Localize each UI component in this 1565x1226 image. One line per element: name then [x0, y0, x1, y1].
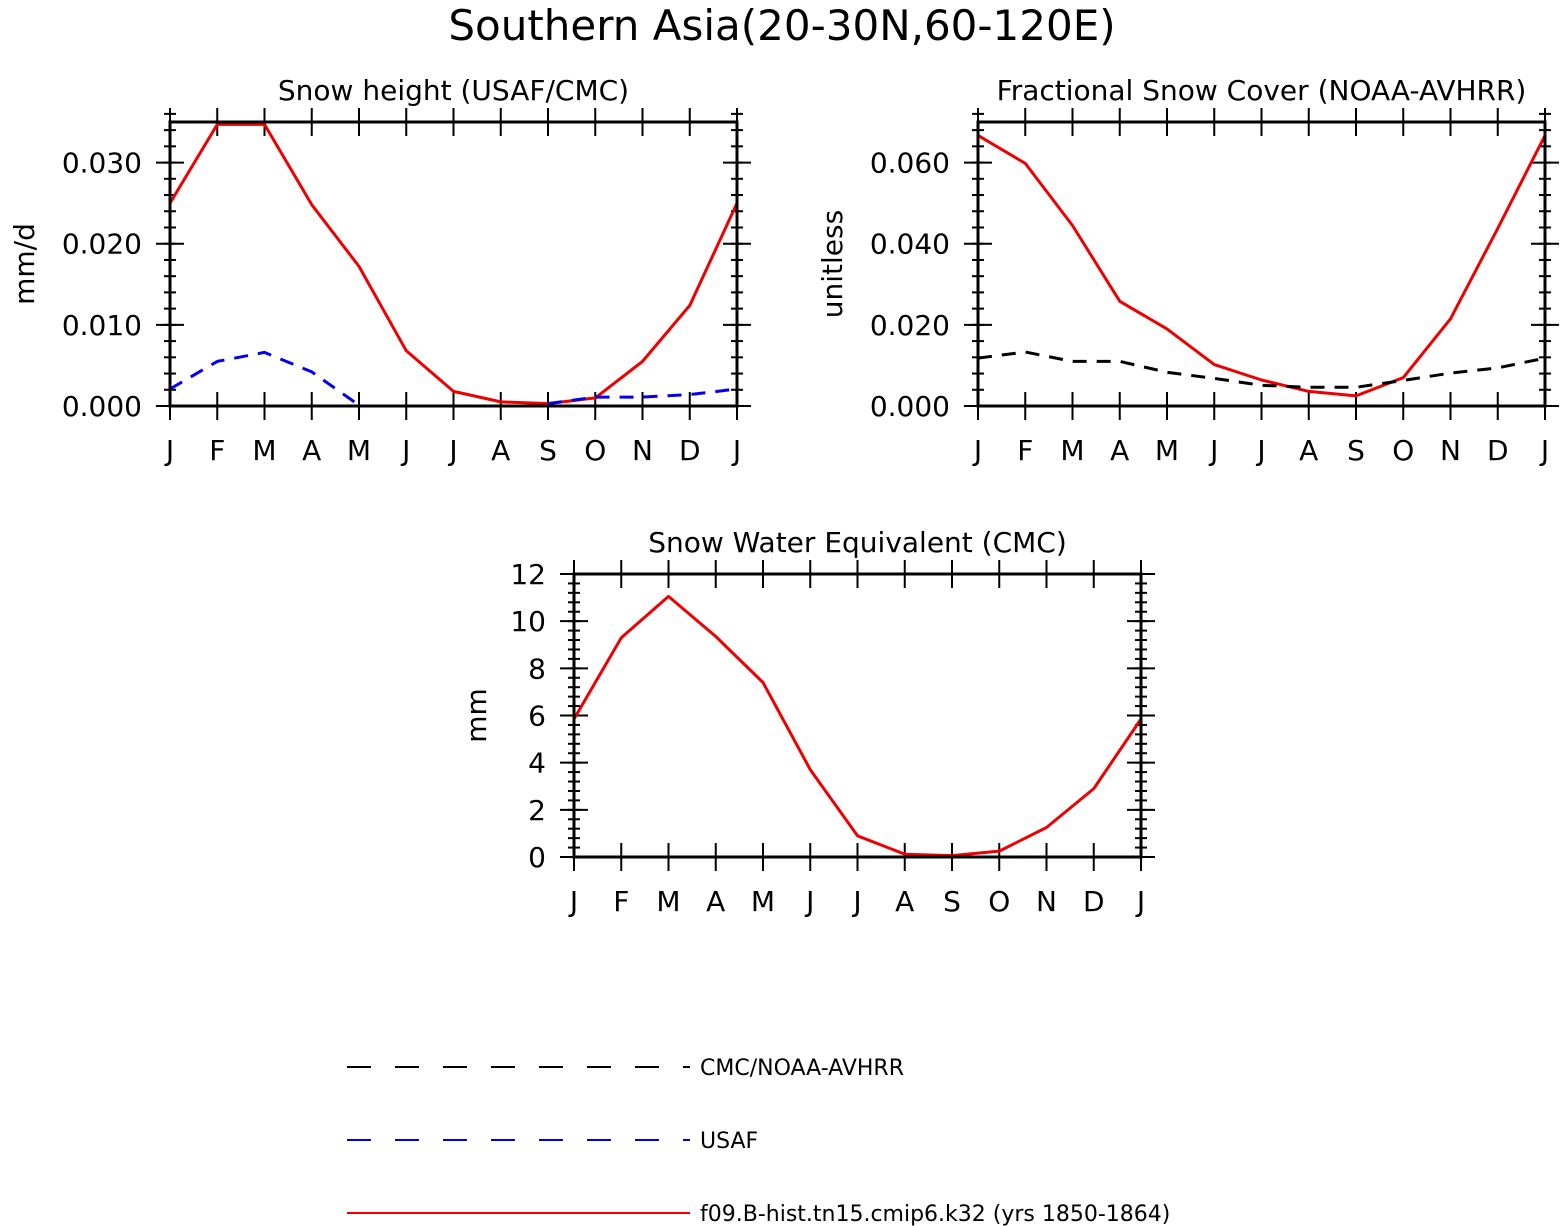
x-tick-label: F [1017, 434, 1033, 467]
x-tick-label: D [1487, 434, 1509, 467]
x-tick-label: M [656, 885, 680, 918]
x-tick-label: J [164, 434, 174, 467]
legend-item: CMC/NOAA-AVHRR [347, 1056, 904, 1081]
y-tick-label: 2 [528, 794, 546, 827]
y-tick-label: 0.030 [62, 147, 142, 180]
tick-marks [560, 560, 1155, 871]
y-tick-label: 8 [528, 652, 546, 685]
x-tick-label: N [1036, 885, 1057, 918]
y-tick-label: 0.020 [870, 309, 950, 342]
x-tick-label: A [895, 885, 914, 918]
y-tick-label: 0.040 [870, 228, 950, 261]
y-tick-label: 10 [510, 605, 546, 638]
x-tick-label: A [1299, 434, 1318, 467]
x-tick-label: D [679, 434, 701, 467]
x-tick-label: M [252, 434, 276, 467]
x-tick-label: A [1110, 434, 1129, 467]
tick-marks [964, 108, 1559, 420]
x-tick-label: O [1392, 434, 1414, 467]
x-tick-label: O [584, 434, 606, 467]
panel-title: Snow Water Equivalent (CMC) [648, 526, 1067, 559]
x-tick-label: J [568, 885, 578, 918]
x-tick-label: J [1135, 885, 1145, 918]
chart-panel-1: Snow height (USAF/CMC) mm/d 0.000 0.010 0.02… [8, 74, 751, 467]
x-tick-label: D [1083, 885, 1105, 918]
x-tick-label: J [972, 434, 982, 467]
panel-title: Snow height (USAF/CMC) [278, 74, 629, 107]
chart-panel-2: Fractional Snow Cover (NOAA-AVHRR) unitle… [816, 74, 1559, 467]
x-tick-label: J [851, 885, 861, 918]
y-tick-label: 0 [528, 841, 546, 874]
x-tick-label: J [1255, 434, 1265, 467]
legend-label: USAF [700, 1129, 758, 1154]
x-tick-label: M [751, 885, 775, 918]
y-tick-label: 0.000 [870, 390, 950, 423]
legend-label: CMC/NOAA-AVHRR [700, 1056, 904, 1081]
x-tick-label: O [988, 885, 1010, 918]
figure-title: Southern Asia(20-30N,60-120E) [448, 1, 1115, 50]
x-tick-label: M [347, 434, 371, 467]
series-line [977, 134, 1547, 398]
x-tick-label: S [539, 434, 557, 467]
y-tick-label: 4 [528, 747, 546, 780]
plot-frame [976, 120, 1547, 408]
x-tick-label: J [400, 434, 410, 467]
panels: Snow height (USAF/CMC) mm/d 0.000 0.010 0.02… [8, 74, 1559, 918]
x-tick-label: J [731, 434, 741, 467]
x-tick-label: A [302, 434, 321, 467]
y-axis-label: mm [460, 688, 493, 743]
x-tick-label: N [1440, 434, 1461, 467]
x-tick-label: F [209, 434, 225, 467]
x-tick-label: A [491, 434, 510, 467]
series-line [168, 122, 739, 406]
series-f09-b-hist-tn15-cmip6-k32 [572, 594, 1143, 858]
y-tick-label: 0.020 [62, 228, 142, 261]
chart-panel-3: Snow Water Equivalent (CMC) mm 0 2 4 6 8 10 12 J F… [460, 526, 1155, 918]
x-tick-label: J [1539, 434, 1549, 467]
x-tick-label: S [1347, 434, 1365, 467]
y-axis-label: mm/d [8, 223, 41, 305]
y-tick-label: 0.060 [870, 147, 950, 180]
x-tick-label: J [804, 885, 814, 918]
legend: CMC/NOAA-AVHRR USAF f09.B-hist.tn15.cmip6.… [347, 1056, 1170, 1226]
x-tick-label: M [1155, 434, 1179, 467]
series-f09-b-hist-tn15-cmip6-k32 [168, 122, 739, 406]
legend-item: USAF [347, 1129, 758, 1154]
series-f09-b-hist-tn15-cmip6-k32 [977, 134, 1547, 398]
series-line [977, 350, 1546, 389]
x-tick-label: F [613, 885, 629, 918]
series-cmc-noaa-avhrr [977, 350, 1546, 389]
tick-marks [156, 108, 751, 420]
y-tick-label: 0.000 [62, 390, 142, 423]
x-tick-label: N [632, 434, 653, 467]
x-tick-label: J [447, 434, 457, 467]
y-tick-label: 12 [510, 558, 546, 591]
x-tick-label: J [1208, 434, 1218, 467]
y-axis-label: unitless [816, 210, 849, 318]
x-tick-label: A [706, 885, 725, 918]
series-line [169, 350, 360, 407]
legend-item: f09.B-hist.tn15.cmip6.k32 (yrs 1850-1864… [347, 1202, 1170, 1226]
plot-frame [168, 120, 739, 408]
plot-frame [572, 572, 1143, 859]
series-line [572, 594, 1143, 858]
x-tick-label: M [1060, 434, 1084, 467]
x-tick-label: S [943, 885, 961, 918]
series-line [547, 387, 738, 406]
y-tick-label: 0.010 [62, 309, 142, 342]
y-tick-label: 6 [528, 700, 546, 733]
panel-title: Fractional Snow Cover (NOAA-AVHRR) [997, 74, 1527, 107]
legend-label: f09.B-hist.tn15.cmip6.k32 (yrs 1850-1864… [700, 1202, 1170, 1226]
